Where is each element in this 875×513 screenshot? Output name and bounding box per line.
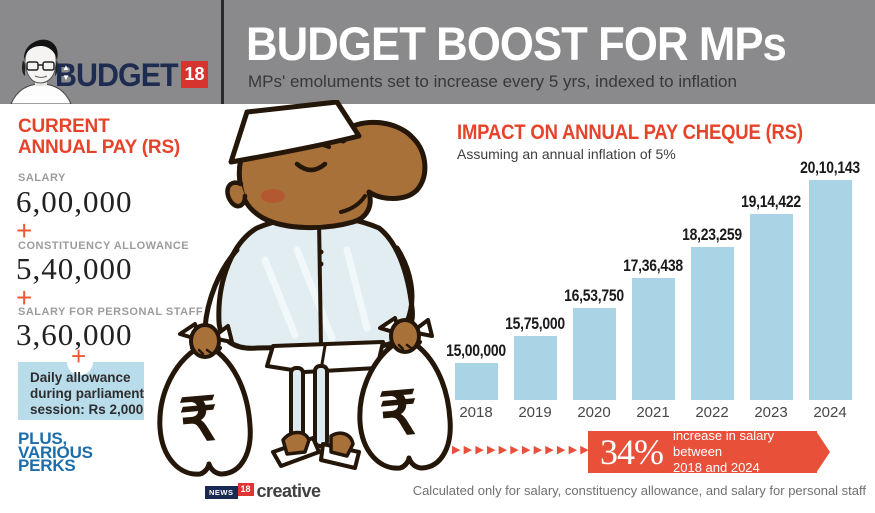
finance-minister-sketch: [10, 39, 72, 104]
salary-value: 6,00,000: [16, 184, 133, 219]
bar-value-2019: 15,75,000: [505, 314, 565, 333]
personal-staff-value: 3,60,000: [16, 317, 133, 352]
current-pay-heading: CURRENT ANNUAL PAY (RS): [18, 116, 181, 158]
bar-2020: [573, 308, 616, 400]
arrow-right-icon: ▶: [533, 444, 543, 456]
arrow-dots: ▶▶▶▶▶▶▶▶▶▶▶▶▶: [452, 441, 604, 459]
arrow-right-icon: ▶: [452, 444, 461, 456]
perks-text: PLUS, VARIOUS PERKS: [18, 429, 93, 475]
increase-percent: 34%: [600, 432, 664, 472]
chart-subtitle: Assuming an annual inflation of 5%: [457, 146, 676, 162]
arrow-right-icon: ▶: [498, 444, 508, 456]
arrow-right-icon: ▶: [568, 444, 578, 456]
mp-cartoon-illustration: ₹ ₹: [157, 100, 453, 477]
arrow-right-icon: ▶: [556, 444, 566, 456]
arrow-right-icon: ▶: [463, 444, 473, 456]
year-label-2022: 2022: [695, 404, 729, 421]
footnote: Calculated only for salary, constituency…: [412, 483, 866, 498]
bar-2019: [514, 336, 557, 400]
year-label-2024: 2024: [813, 404, 847, 421]
daily-allowance-box: Daily allowance during parliament sessio…: [18, 349, 145, 420]
increase-text: increase in salary between 2018 and 2024: [673, 427, 775, 476]
news18-creative-word: creative: [256, 481, 322, 501]
news18-creative-logo: NEWS 18 creative: [205, 481, 322, 501]
plus-icon: +: [71, 341, 87, 371]
bar-2021: [632, 278, 675, 400]
arrow-right-icon: ▶: [510, 444, 519, 456]
daily-allowance-text: Daily allowance during parliament sessio…: [30, 370, 145, 418]
arrow-up-icon: ▲: [62, 63, 70, 72]
bar-value-2022: 18,23,259: [682, 225, 742, 244]
arrow-right-icon: ▶: [545, 444, 554, 456]
budget-logo-year: 18: [181, 61, 208, 88]
chart-title: IMPACT ON ANNUAL PAY CHEQUE (RS): [457, 121, 803, 144]
bar-2022: [691, 247, 734, 400]
bar-value-2020: 16,53,750: [564, 286, 624, 305]
arrow-down-icon: ▼: [62, 73, 70, 82]
bar-value-2023: 19,14,422: [741, 192, 801, 211]
bar-2023: [750, 214, 793, 400]
arrow-right-icon: ▶: [475, 444, 484, 456]
year-label-2020: 2020: [577, 404, 611, 421]
news18-18-box: 18: [237, 483, 254, 496]
svg-text:₹: ₹: [177, 386, 221, 455]
header-divider: [221, 0, 224, 104]
page-subtitle: MPs' emoluments set to increase every 5 …: [248, 72, 737, 91]
header-band: [0, 0, 875, 104]
bar-value-2024: 20,10,143: [800, 158, 860, 177]
svg-text:₹: ₹: [377, 380, 421, 449]
bar-2024: [809, 180, 852, 400]
news18-news-box: NEWS: [205, 486, 238, 499]
page-title: BUDGET BOOST FOR MPs: [246, 17, 787, 70]
arrow-right-icon: ▶: [486, 444, 496, 456]
year-label-2021: 2021: [636, 404, 670, 421]
constituency-allowance-label: CONSTITUENCY ALLOWANCE: [18, 240, 190, 252]
bar-value-2021: 17,36,438: [623, 256, 683, 275]
arrow-right-icon: ▶: [521, 444, 531, 456]
plus-icon: +: [16, 215, 33, 246]
year-label-2023: 2023: [754, 404, 788, 421]
personal-staff-label: SALARY FOR PERSONAL STAFF: [18, 306, 204, 318]
year-label-2019: 2019: [518, 404, 552, 421]
salary-label: SALARY: [18, 172, 66, 184]
arrow-right-icon: ▶: [580, 444, 589, 456]
constituency-allowance-value: 5,40,000: [16, 251, 133, 286]
increase-badge: 34% increase in salary between 2018 and …: [588, 428, 830, 475]
budget-logo-text: BUDGET: [55, 57, 179, 93]
plus-icon: +: [16, 282, 33, 313]
